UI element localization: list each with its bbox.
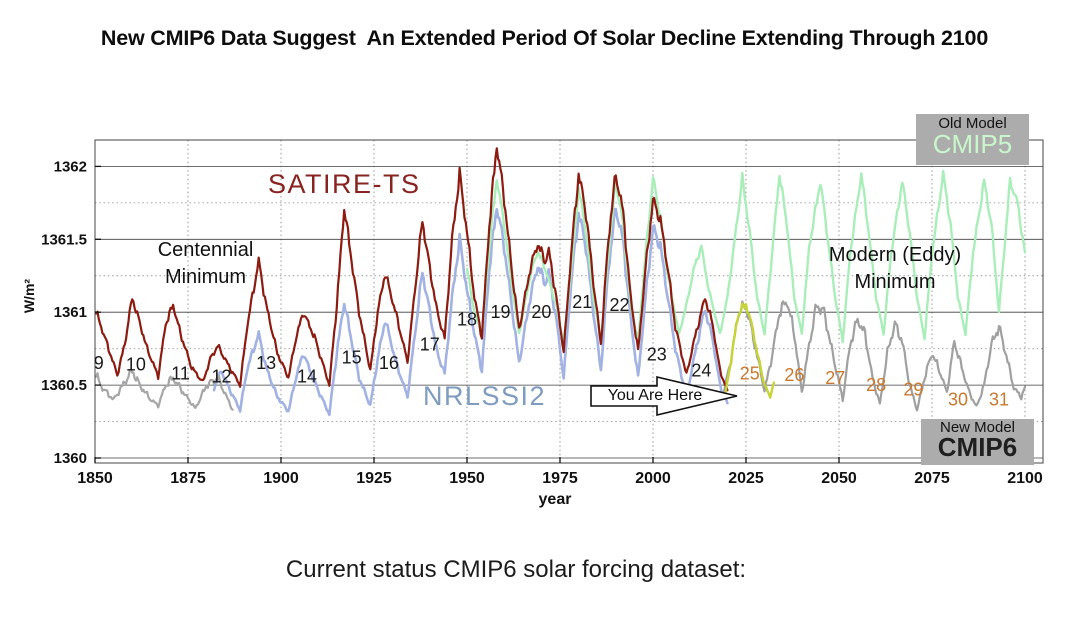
series-SATIRE-TS xyxy=(95,147,729,392)
svg-text:2025: 2025 xyxy=(728,470,764,487)
solar-cycle-numbers: 9 10 11 12 13 14 15 16 17 18 19 20 21 22 23 24 25 26 27 28 2… xyxy=(94,292,1009,410)
you-are-here-arrow xyxy=(590,375,738,417)
cycle-number-17: 17 xyxy=(420,334,440,354)
cycle-number-19: 19 xyxy=(490,302,510,322)
cycle-number-9: 9 xyxy=(94,353,104,373)
status-caption: Current status CMIP6 solar forcing datas… xyxy=(285,556,747,583)
cycle-number-10: 10 xyxy=(126,355,146,375)
series-CMIP6-historical-1850s xyxy=(95,368,234,411)
cycle-number-30: 30 xyxy=(948,390,968,410)
svg-text:1360.5: 1360.5 xyxy=(41,377,87,394)
series-CMIP6-future xyxy=(722,300,1027,412)
cmip5-label: CMIP5 xyxy=(932,129,1013,159)
svg-text:1360: 1360 xyxy=(54,450,87,467)
chart-canvas: 1850 1875 1900 1925 1950 1975 2000 2025 2050 2075… xyxy=(41,139,1044,487)
cycle-number-14: 14 xyxy=(297,366,317,386)
svg-text:2000: 2000 xyxy=(635,470,671,487)
satire-ts-series-label: SATIRE-TS xyxy=(268,169,421,199)
nrlssi2-series-label: NRLSSI2 xyxy=(423,381,547,411)
centennial-minimum-annotation: Centennial Minimum xyxy=(118,237,293,291)
x-axis-label: year xyxy=(538,491,572,508)
svg-text:1361.5: 1361.5 xyxy=(41,231,87,248)
y-axis-label: W/m² xyxy=(20,278,37,314)
cycle-number-27: 27 xyxy=(825,368,845,388)
solar-irradiance-chart: 1850 1875 1900 1925 1950 1975 2000 2025 2050 2075… xyxy=(20,114,1044,508)
cycle-number-24: 24 xyxy=(691,361,711,381)
modern-eddy-minimum-annotation: Modern (Eddy) Minimum xyxy=(800,242,990,296)
cycle-number-26: 26 xyxy=(784,365,804,385)
svg-text:1362: 1362 xyxy=(54,158,87,175)
page-title: New CMIP6 Data Suggest An Extended Perio… xyxy=(100,26,989,50)
svg-text:1925: 1925 xyxy=(356,470,392,487)
cycle-number-29: 29 xyxy=(903,379,923,399)
svg-text:1975: 1975 xyxy=(542,470,578,487)
old-model-label: Old Model xyxy=(938,115,1007,132)
data-series xyxy=(95,147,1027,417)
cmip6-label: CMIP6 xyxy=(937,432,1018,462)
modern-minimum-line1: Modern (Eddy) xyxy=(828,244,962,266)
cycle-number-28: 28 xyxy=(866,375,886,395)
cycle-number-21: 21 xyxy=(572,292,592,312)
cycle-number-18: 18 xyxy=(457,309,477,329)
cycle-number-22: 22 xyxy=(610,295,630,315)
cycle-number-11: 11 xyxy=(171,363,190,383)
new-model-label: New Model xyxy=(939,419,1016,436)
cycle-number-12: 12 xyxy=(211,366,231,386)
centennial-minimum-line2: Minimum xyxy=(164,266,247,288)
svg-text:1875: 1875 xyxy=(170,470,206,487)
svg-text:2100: 2100 xyxy=(1007,470,1043,487)
cycle-number-15: 15 xyxy=(342,347,362,367)
svg-text:1950: 1950 xyxy=(449,470,485,487)
series-NRLSSI2 xyxy=(212,207,729,417)
svg-text:1900: 1900 xyxy=(263,470,299,487)
cycle-number-23: 23 xyxy=(647,344,667,364)
svg-text:1850: 1850 xyxy=(77,470,113,487)
old-model-cmip5-badge: Old Model CMIP5 xyxy=(916,114,1029,165)
new-model-cmip6-badge: New Model CMIP6 xyxy=(921,419,1034,465)
cycle-number-31: 31 xyxy=(989,390,1009,410)
svg-text:1361: 1361 xyxy=(54,304,87,321)
series-Cycle-25-current xyxy=(724,302,776,399)
modern-minimum-line2: Minimum xyxy=(854,271,936,293)
cycle-number-13: 13 xyxy=(256,353,276,373)
cycle-number-16: 16 xyxy=(379,353,399,373)
tick-labels: 1850 1875 1900 1925 1950 1975 2000 2025 2050 2075… xyxy=(41,158,1043,487)
centennial-minimum-line1: Centennial xyxy=(157,239,254,261)
svg-text:2050: 2050 xyxy=(821,470,857,487)
cycle-number-25: 25 xyxy=(740,363,760,383)
you-are-here-label: You Are Here xyxy=(607,387,703,404)
svg-text:2075: 2075 xyxy=(914,470,950,487)
cycle-number-20: 20 xyxy=(531,302,551,322)
